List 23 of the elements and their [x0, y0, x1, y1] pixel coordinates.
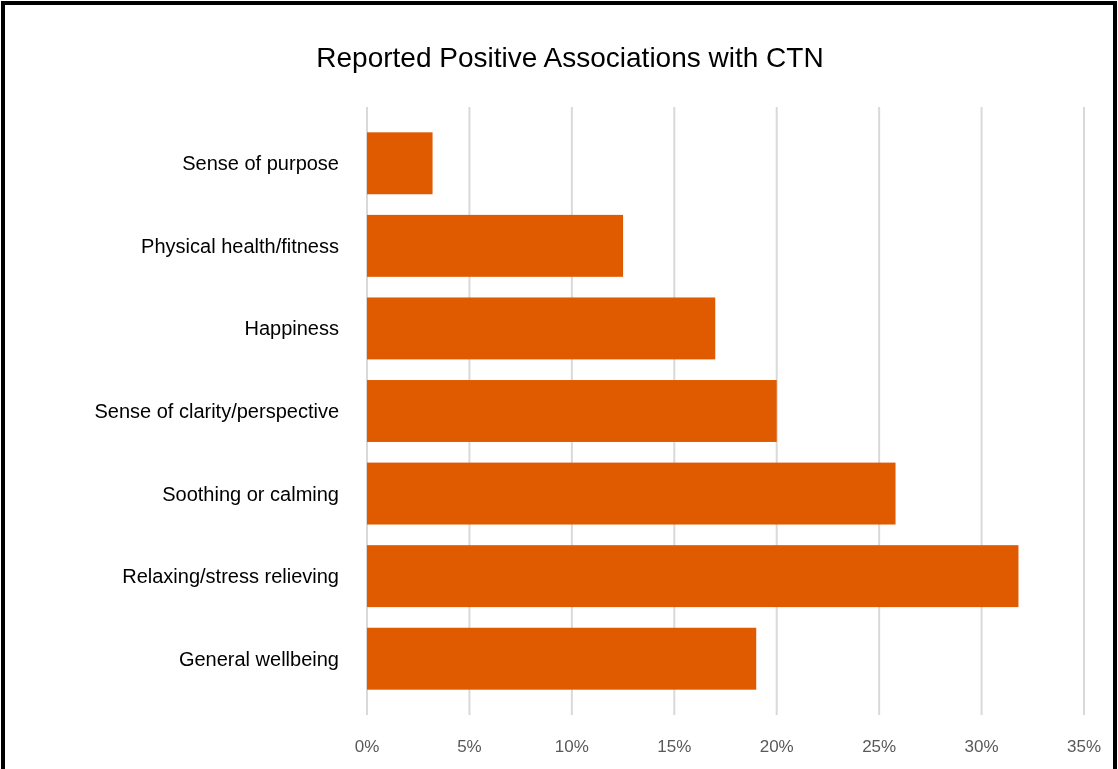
y-tick-label: Soothing or calming: [162, 482, 339, 505]
bar: [367, 627, 757, 690]
chart-title: Reported Positive Associations with CTN: [316, 42, 824, 73]
bar: [367, 132, 433, 195]
bar: [367, 462, 896, 525]
x-tick-label: 10%: [554, 737, 589, 756]
x-tick-label: 35%: [1066, 737, 1102, 756]
x-tick-label: 5%: [457, 737, 482, 756]
y-tick-label: Relaxing/stress relieving: [122, 565, 339, 588]
y-tick-label: Sense of clarity/perspective: [94, 400, 339, 422]
y-tick-label: Sense of purpose: [182, 152, 339, 175]
x-tick-label: 15%: [657, 737, 692, 756]
bar: [367, 297, 716, 360]
x-tick-label: 0%: [354, 737, 380, 756]
bar: [367, 380, 777, 442]
bar: [367, 214, 624, 277]
y-tick-label: Happiness: [244, 317, 339, 340]
x-tick-label: 20%: [759, 737, 794, 756]
y-tick-label: General wellbeing: [178, 647, 339, 670]
x-tick-label: 25%: [862, 737, 897, 756]
x-tick-label: 30%: [964, 737, 999, 756]
y-tick-label: Physical health/fitness: [141, 234, 339, 257]
bar: [367, 545, 1019, 608]
